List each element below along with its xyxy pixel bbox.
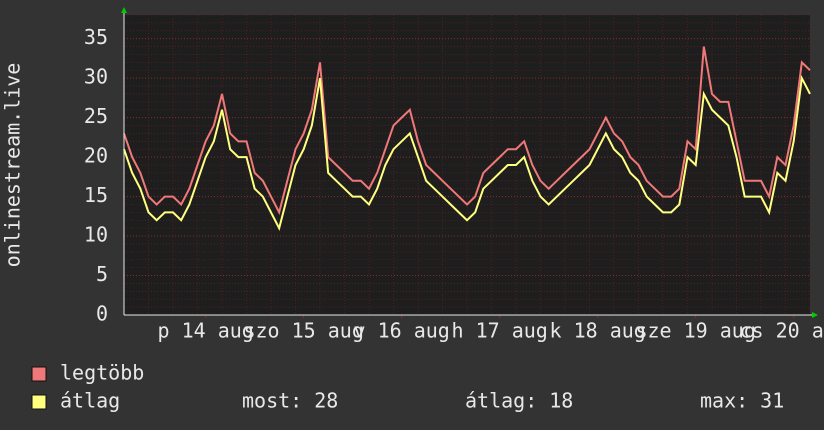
series-line [123,74,811,231]
legend-label: legtöbb [60,361,144,385]
stat-value: 28 [314,389,338,413]
stat-label: átlag: [465,389,537,413]
legend-swatch [31,394,47,410]
grid [123,14,811,318]
y-tick-label: 35 [84,25,108,49]
x-tick-label: h 17 aug [452,319,548,343]
y-tick-label: 10 [84,223,108,247]
y-tick-label: 30 [84,65,108,89]
stat-label: most: [242,389,302,413]
legend-label: átlag [60,389,120,413]
y-tick-label: 25 [84,104,108,128]
x-tick-label: v 16 aug [354,319,450,343]
x-tick-label: szo 15 aug [243,319,363,343]
y-arrow [121,7,127,13]
x-tick-label: cs 20 aug [739,319,824,343]
y-tick-label: 0 [96,302,108,326]
y-tick-label: 5 [96,262,108,286]
marks [123,46,811,231]
y-axis-label: onlinestream.live [1,63,25,268]
legend: legtöbb átlag most: 28 átlag: 18 max: 31 [31,361,784,413]
stat-value: 31 [760,389,784,413]
x-arrow [812,312,818,318]
y-tick-label: 15 [84,183,108,207]
stat-value: 18 [549,389,573,413]
x-tick-label: p 14 aug [158,319,254,343]
x-tick-label: k 18 aug [550,319,646,343]
legend-swatch [31,366,47,382]
series-line [123,46,811,216]
stat-label: max: [700,389,748,413]
y-tick-label: 20 [84,144,108,168]
x-tick-label: sze 19 aug [635,319,755,343]
